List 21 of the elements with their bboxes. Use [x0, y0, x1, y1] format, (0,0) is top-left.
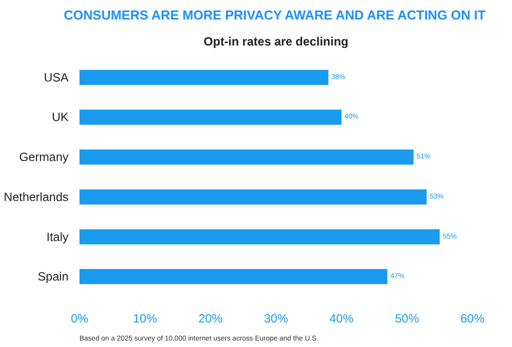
x-tick-label: 0% — [70, 312, 88, 326]
y-tick-label: Netherlands — [4, 190, 69, 204]
bar — [80, 150, 414, 165]
y-tick-label: Germany — [19, 150, 69, 164]
bar — [80, 110, 342, 125]
bar — [80, 70, 328, 85]
y-tick-label: Italy — [46, 230, 69, 244]
x-tick-label: 50% — [394, 312, 420, 326]
x-tick-label: 60% — [460, 312, 485, 326]
bar — [80, 229, 440, 244]
y-tick-label: Spain — [38, 270, 69, 284]
chart-subtitle: Opt-in rates are declining — [204, 34, 348, 48]
bar — [80, 269, 388, 284]
x-tick-label: 10% — [132, 312, 158, 326]
x-tick-label: 20% — [198, 312, 223, 326]
bar — [80, 189, 427, 204]
chart-title: CONSUMERS ARE MORE PRIVACY AWARE AND ARE ACTING ON IT — [64, 8, 486, 22]
y-tick-label: USA — [44, 70, 69, 84]
y-tick-label: UK — [52, 110, 68, 124]
x-tick-label: 40% — [329, 312, 354, 326]
x-tick-label: 30% — [264, 312, 288, 326]
